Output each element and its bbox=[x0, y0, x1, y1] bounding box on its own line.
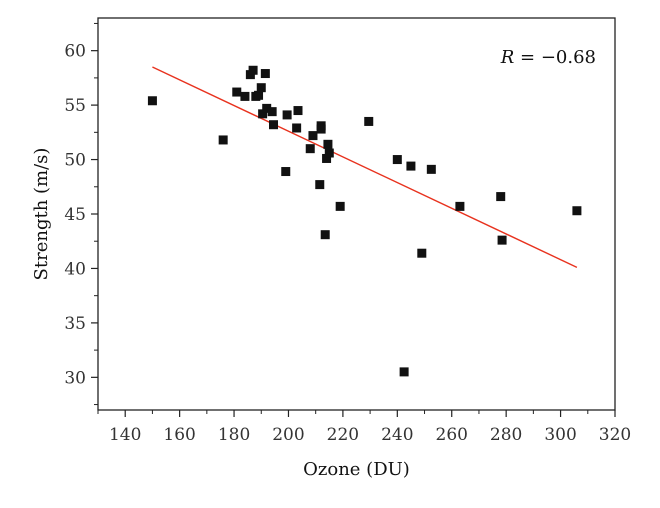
data-point bbox=[323, 139, 333, 149]
x-tick-label: 240 bbox=[381, 425, 413, 445]
y-tick-label: 40 bbox=[64, 259, 86, 279]
x-tick-label: 180 bbox=[218, 425, 250, 445]
data-point bbox=[406, 161, 416, 171]
data-point bbox=[240, 91, 250, 101]
data-point bbox=[324, 148, 334, 158]
x-tick-label: 140 bbox=[109, 425, 141, 445]
x-axis: 140 160 180 200 220 240 260 280 300 320 bbox=[97, 410, 631, 445]
data-point bbox=[322, 153, 332, 163]
data-point bbox=[497, 235, 507, 245]
y-tick-label: 50 bbox=[64, 151, 86, 171]
data-point bbox=[455, 201, 465, 211]
y-tick-label: 55 bbox=[64, 96, 86, 116]
x-axis-title: Ozone (DU) bbox=[303, 459, 410, 480]
data-point bbox=[281, 167, 291, 177]
data-point bbox=[293, 106, 303, 116]
data-point bbox=[269, 120, 279, 130]
regression-line bbox=[152, 66, 578, 268]
data-point bbox=[392, 155, 402, 165]
y-tick-label: 35 bbox=[64, 314, 86, 334]
data-point bbox=[232, 87, 242, 97]
data-point bbox=[364, 116, 374, 126]
correlation-value: = −0.68 bbox=[514, 47, 596, 68]
data-point bbox=[399, 367, 409, 377]
y-tick-label: 45 bbox=[64, 205, 86, 225]
data-point bbox=[256, 83, 266, 93]
x-tick-label: 320 bbox=[599, 425, 631, 445]
x-tick-label: 200 bbox=[272, 425, 304, 445]
data-points bbox=[147, 65, 582, 377]
y-tick-label: 30 bbox=[64, 368, 86, 388]
x-tick-label: 280 bbox=[490, 425, 522, 445]
correlation-annotation: R = −0.68 bbox=[500, 47, 596, 68]
data-point bbox=[292, 123, 302, 133]
data-point bbox=[316, 124, 326, 134]
data-point bbox=[305, 144, 315, 154]
x-tick-label: 300 bbox=[544, 425, 576, 445]
data-point bbox=[262, 103, 272, 113]
y-axis-title: Strength (m/s) bbox=[31, 148, 52, 281]
data-point bbox=[258, 109, 268, 119]
data-point bbox=[320, 230, 330, 240]
data-point bbox=[417, 248, 427, 258]
correlation-symbol: R bbox=[500, 47, 515, 68]
x-tick-label: 260 bbox=[436, 425, 468, 445]
data-point bbox=[315, 180, 325, 190]
data-point bbox=[267, 107, 277, 117]
data-point bbox=[254, 90, 264, 100]
y-axis: 30 35 40 45 50 55 60 bbox=[64, 22, 98, 406]
data-point bbox=[260, 69, 270, 79]
data-point bbox=[308, 131, 318, 141]
data-point bbox=[426, 164, 436, 174]
data-point bbox=[282, 110, 292, 120]
plot-border bbox=[97, 17, 616, 411]
data-point bbox=[572, 206, 582, 216]
data-point bbox=[218, 135, 228, 145]
plot-frame bbox=[97, 17, 616, 411]
data-point bbox=[147, 96, 157, 106]
data-point bbox=[496, 192, 506, 202]
data-point bbox=[335, 201, 345, 211]
y-tick-label: 60 bbox=[64, 42, 86, 62]
data-point bbox=[248, 65, 258, 75]
x-tick-label: 220 bbox=[327, 425, 359, 445]
x-tick-label: 160 bbox=[163, 425, 195, 445]
